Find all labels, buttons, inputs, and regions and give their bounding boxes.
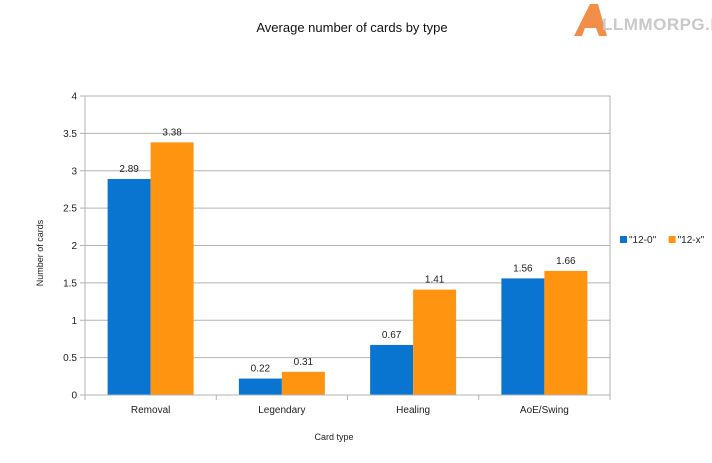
y-tick-label: 4 — [71, 92, 77, 103]
y-tick-label: 3.5 — [63, 129, 77, 140]
x-tick-label: AoE/Swing — [520, 405, 569, 416]
y-tick-label: 2.5 — [63, 204, 77, 215]
x-tick-label: Removal — [131, 405, 170, 416]
data-label: 1.41 — [425, 275, 445, 286]
x-axis-ticks: Removal Legendary Healing AoE/Swing — [84, 395, 611, 416]
legend-label: "12-0" — [629, 235, 657, 246]
bars — [107, 142, 588, 395]
x-axis-label: Card type — [314, 432, 353, 442]
legend: "12-0" "12-x" — [620, 235, 705, 246]
data-label: 0.31 — [294, 357, 314, 368]
y-tick-label: 2 — [71, 241, 77, 252]
data-labels: 2.89 3.38 0.22 0.31 0.67 1.41 1.56 1.66 — [119, 127, 576, 374]
y-axis-label: Number of cards — [35, 219, 45, 286]
bar — [501, 278, 545, 395]
bar — [544, 270, 588, 395]
y-axis-ticks: 0 0.5 1 1.5 2 2.5 3 3.5 4 — [63, 92, 85, 402]
y-tick-label: 1 — [71, 316, 77, 327]
bar — [150, 142, 194, 395]
bar — [107, 178, 151, 395]
bar — [238, 378, 282, 395]
data-label: 1.66 — [556, 256, 576, 267]
bar — [370, 344, 414, 395]
data-label: 0.22 — [251, 364, 271, 375]
logo: LLMMORPG.RU — [574, 4, 712, 36]
chart-title: Average number of cards by type — [256, 20, 447, 35]
data-label: 1.56 — [513, 263, 533, 274]
data-label: 2.89 — [119, 164, 139, 175]
x-tick-label: Healing — [396, 405, 430, 416]
legend-swatch — [668, 236, 676, 243]
y-tick-label: 3 — [71, 166, 77, 177]
logo-mark-icon — [574, 4, 607, 36]
legend-label: "12-x" — [678, 235, 705, 246]
plot-area-border — [84, 95, 611, 396]
y-tick-label: 1.5 — [63, 278, 77, 289]
y-tick-label: 0 — [71, 391, 77, 402]
logo-text: LLMMORPG.RU — [602, 15, 712, 34]
legend-swatch — [620, 236, 627, 243]
data-label: 3.38 — [162, 127, 182, 138]
data-label: 0.67 — [382, 330, 402, 341]
bar — [413, 289, 457, 395]
y-tick-label: 0.5 — [63, 353, 77, 364]
bar — [281, 371, 325, 395]
x-tick-label: Legendary — [258, 405, 305, 416]
